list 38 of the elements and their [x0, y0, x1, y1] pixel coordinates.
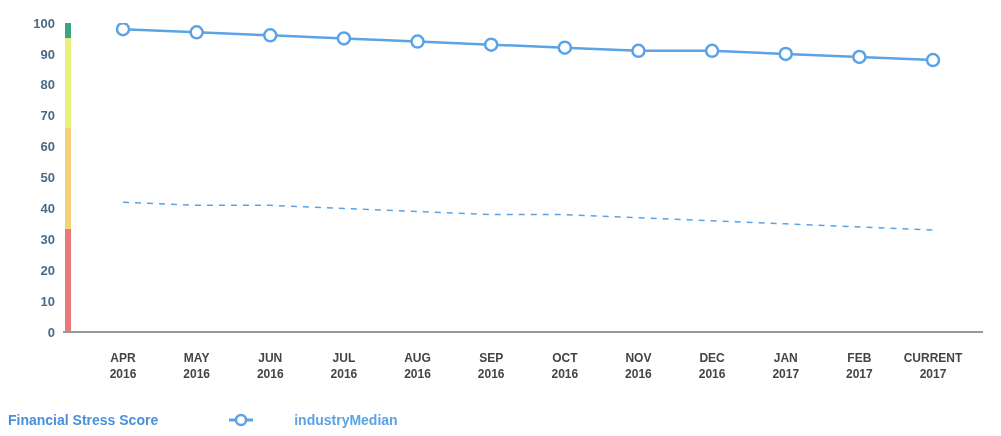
x-tick-label: DEC 2016 — [698, 351, 726, 381]
point — [852, 49, 867, 65]
y-tick-label: 70 — [40, 108, 55, 124]
point — [189, 25, 204, 40]
x-tick-label: NOV 2016 — [625, 351, 653, 381]
y-tick-label: 90 — [40, 46, 55, 62]
y-tick-label: 60 — [40, 139, 55, 155]
x-tick-label: CURRENT 2017 — [903, 351, 963, 381]
y-tick-label: 100 — [33, 15, 55, 31]
y-tick-label: 10 — [40, 293, 55, 309]
y-tick-label: 80 — [40, 77, 55, 93]
x-tick-label: APR 2016 — [109, 351, 137, 381]
x-tick-label: JAN 2017 — [772, 351, 800, 381]
point — [483, 37, 499, 52]
x-tick-label: FEB 2017 — [846, 351, 874, 381]
x-tick-label: SEP 2016 — [477, 351, 505, 381]
point — [557, 40, 573, 55]
y-tick-label: 30 — [40, 231, 55, 247]
y-tick-label: 0 — [47, 324, 55, 340]
y-tick-label: 20 — [40, 262, 55, 278]
point — [336, 31, 352, 46]
point — [115, 23, 131, 37]
point — [410, 34, 425, 49]
x-tick-label: JUL 2016 — [330, 351, 358, 381]
point — [631, 43, 646, 59]
y-tick-label: 40 — [40, 201, 55, 217]
y-tick-label: 50 — [40, 170, 55, 186]
point — [704, 43, 720, 59]
text: industryMedian — [294, 412, 398, 428]
x-tick-label: MAY 2016 — [183, 351, 211, 381]
x-tick-label: OCT 2016 — [551, 351, 579, 381]
line-series — [122, 201, 934, 231]
legend-title: Financial Stress Score — [8, 412, 159, 428]
point — [263, 28, 278, 43]
point — [778, 46, 793, 62]
x-tick-label: AUG 2016 — [404, 351, 432, 381]
point — [925, 52, 941, 68]
x-tick-label: JUN 2016 — [256, 351, 284, 381]
